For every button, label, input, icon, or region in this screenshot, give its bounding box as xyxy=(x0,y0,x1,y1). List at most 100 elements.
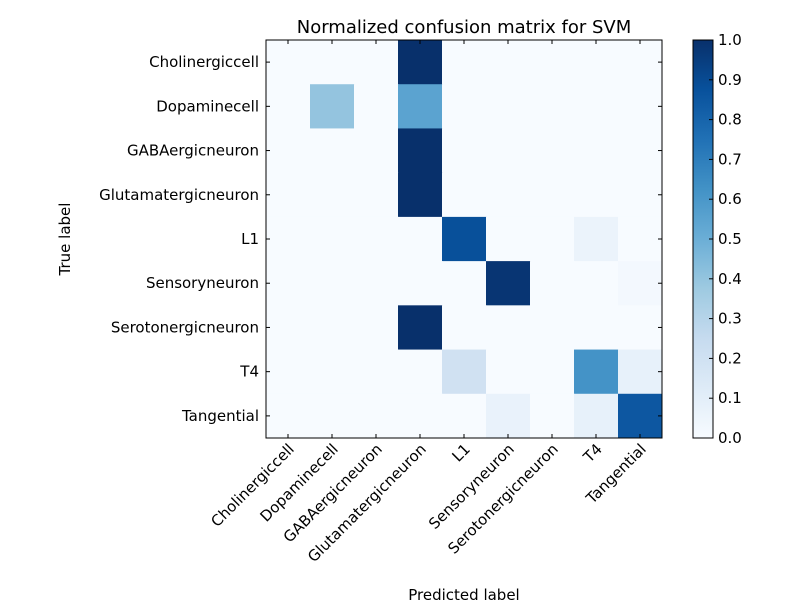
heatmap-cell xyxy=(442,84,487,129)
heatmap-cell xyxy=(486,305,531,351)
heatmap-cell xyxy=(266,393,311,439)
heatmap-cell xyxy=(266,84,311,129)
heatmap-cell xyxy=(354,172,399,218)
heatmap-cell xyxy=(266,261,311,306)
heatmap-cell xyxy=(530,172,575,218)
y-tick-label: Tangential xyxy=(181,407,259,425)
heatmap-cell xyxy=(618,216,663,262)
heatmap-cell xyxy=(486,84,531,129)
heatmap-cell xyxy=(618,305,663,351)
heatmap-cell xyxy=(530,216,575,262)
colorbar-tick-label: 0.3 xyxy=(718,310,742,328)
heatmap-cell xyxy=(574,84,619,129)
colorbar-tick-label: 0.1 xyxy=(718,389,742,407)
heatmap-cell xyxy=(574,172,619,218)
heatmap-cell xyxy=(310,84,355,129)
heatmap-cell xyxy=(486,40,531,85)
colorbar-tick-label: 0.4 xyxy=(718,270,742,288)
heatmap-cell xyxy=(618,84,663,129)
y-tick-label: GABAergicneuron xyxy=(127,142,259,160)
heatmap-cell xyxy=(486,349,531,395)
colorbar-tick-label: 0.8 xyxy=(718,111,742,129)
heatmap-cell xyxy=(530,393,575,439)
heatmap-cell xyxy=(618,40,663,85)
heatmap-cell xyxy=(618,128,663,174)
heatmap-cell xyxy=(486,172,531,218)
y-tick-label: Glutamatergicneuron xyxy=(99,186,259,204)
heatmap-cell xyxy=(310,172,355,218)
heatmap-cell xyxy=(398,349,443,395)
heatmap-cell xyxy=(574,216,619,262)
heatmap-cell xyxy=(266,349,311,395)
heatmap-cell xyxy=(442,349,487,395)
x-axis-label: Predicted label xyxy=(408,586,519,600)
heatmap-cell xyxy=(354,305,399,351)
heatmap-cell xyxy=(442,261,487,306)
y-tick-label: Sensoryneuron xyxy=(146,274,259,292)
x-tick-label: L1 xyxy=(448,440,473,465)
heatmap-cell xyxy=(398,172,443,218)
colorbar-tick-label: 0.5 xyxy=(718,230,742,248)
heatmap-cell xyxy=(442,40,487,85)
colorbar-tick-label: 0.6 xyxy=(718,190,742,208)
heatmap-cell xyxy=(486,393,531,439)
heatmap-cell xyxy=(266,305,311,351)
heatmap-cell xyxy=(266,216,311,262)
heatmap-cell xyxy=(266,40,311,85)
heatmap-cell xyxy=(618,349,663,395)
colorbar: 0.0 0.1 0.2 0.3 0.4 0.5 0.6 0.7 0.8 0.9 1.0 xyxy=(692,31,742,447)
chart-title: Normalized confusion matrix for SVM xyxy=(297,17,632,38)
heatmap-cell xyxy=(442,172,487,218)
heatmap-cells xyxy=(266,40,663,439)
heatmap-cell xyxy=(266,172,311,218)
heatmap-cell xyxy=(310,128,355,174)
heatmap-cell xyxy=(354,84,399,129)
heatmap-cell xyxy=(398,305,443,351)
heatmap-cell xyxy=(530,40,575,85)
heatmap-cell xyxy=(618,393,663,439)
heatmap-cell xyxy=(354,128,399,174)
heatmap-cell xyxy=(618,261,663,306)
heatmap-cell xyxy=(530,128,575,174)
heatmap-cell xyxy=(310,349,355,395)
heatmap-cell xyxy=(266,128,311,174)
y-axis-label: True label xyxy=(56,203,74,277)
x-tick-label: T4 xyxy=(579,440,606,467)
colorbar-tick-label: 0.7 xyxy=(718,150,742,168)
heatmap-cell xyxy=(398,393,443,439)
y-tick-label: Serotonergicneuron xyxy=(111,318,259,336)
heatmap-cell xyxy=(398,84,443,129)
heatmap-cell xyxy=(310,40,355,85)
heatmap-cell xyxy=(530,84,575,129)
heatmap-cell xyxy=(530,261,575,306)
heatmap-cell xyxy=(354,393,399,439)
heatmap-cell xyxy=(574,261,619,306)
y-tick-label: Cholinergiccell xyxy=(149,53,259,71)
heatmap-cell xyxy=(398,261,443,306)
heatmap-cell xyxy=(618,172,663,218)
heatmap-cell xyxy=(486,128,531,174)
colorbar-tick-label: 0.2 xyxy=(718,349,742,367)
heatmap-cell xyxy=(442,216,487,262)
heatmap-cell xyxy=(442,305,487,351)
heatmap-cell xyxy=(310,393,355,439)
heatmap-cell xyxy=(310,261,355,306)
colorbar-tick-label: 0.0 xyxy=(718,429,742,447)
heatmap-cell xyxy=(354,216,399,262)
y-tick-label: T4 xyxy=(239,363,259,381)
heatmap-cell xyxy=(486,216,531,262)
heatmap-cell xyxy=(310,216,355,262)
heatmap-cell xyxy=(574,393,619,439)
heatmap-cell xyxy=(486,261,531,306)
heatmap-cell xyxy=(574,349,619,395)
heatmap-cell xyxy=(354,40,399,85)
y-tick-label: Dopaminecell xyxy=(156,97,259,115)
heatmap-cell xyxy=(530,305,575,351)
heatmap-cell xyxy=(398,216,443,262)
heatmap-cell xyxy=(398,40,443,85)
colorbar-tick-label: 1.0 xyxy=(718,31,742,49)
heatmap-cell xyxy=(398,128,443,174)
heatmap-cell xyxy=(574,128,619,174)
y-tick-label: L1 xyxy=(241,230,259,248)
